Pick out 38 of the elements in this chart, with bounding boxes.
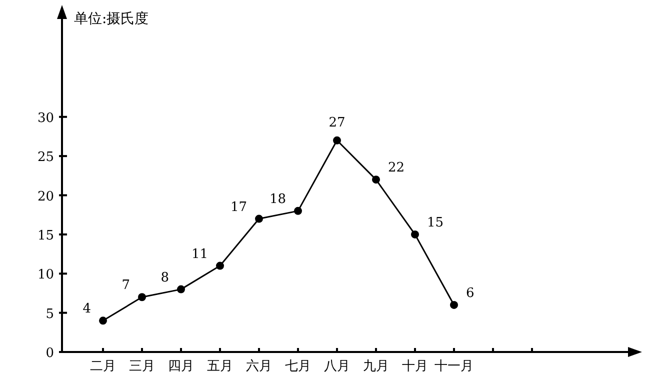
data-label: 4 <box>82 302 91 317</box>
y-axis-title: 单位:摄氏度 <box>74 11 149 27</box>
y-tick-label: 25 <box>37 150 54 166</box>
x-tick-label: 八月 <box>324 359 350 374</box>
data-label: 11 <box>191 246 208 262</box>
point <box>255 214 263 223</box>
point <box>372 176 380 184</box>
data-label: 6 <box>466 286 474 301</box>
point <box>333 136 341 144</box>
data-label: 17 <box>230 200 247 215</box>
point <box>99 316 107 325</box>
x-tick-label: 七月 <box>285 359 311 374</box>
data-label: 8 <box>160 270 169 286</box>
data-label: 15 <box>427 215 444 230</box>
x-tick-label: 二月 <box>90 359 116 374</box>
point <box>177 285 185 294</box>
point <box>450 300 458 309</box>
point <box>138 293 146 302</box>
x-tick-label: 六月 <box>246 359 272 374</box>
data-label: 7 <box>122 278 130 294</box>
x-tick-label: 三月 <box>129 359 155 374</box>
data-label: 22 <box>388 160 405 176</box>
y-tick-label: 10 <box>37 268 54 283</box>
y-tick-label: 0 <box>46 346 54 361</box>
point <box>294 206 302 215</box>
point <box>411 230 419 238</box>
data-label: 18 <box>269 192 286 207</box>
data-label: 27 <box>328 115 346 130</box>
y-tick-label: 5 <box>46 306 54 322</box>
y-tick-label: 30 <box>37 110 54 126</box>
y-tick-label: 20 <box>37 189 54 204</box>
x-tick-label: 四月 <box>168 359 194 374</box>
x-tick-label: 十一月 <box>434 359 474 374</box>
x-tick-label: 十月 <box>402 359 428 374</box>
point <box>216 262 224 270</box>
y-tick-label: 15 <box>37 228 54 244</box>
x-tick-label: 九月 <box>363 359 389 374</box>
x-tick-label: 五月 <box>207 359 233 374</box>
